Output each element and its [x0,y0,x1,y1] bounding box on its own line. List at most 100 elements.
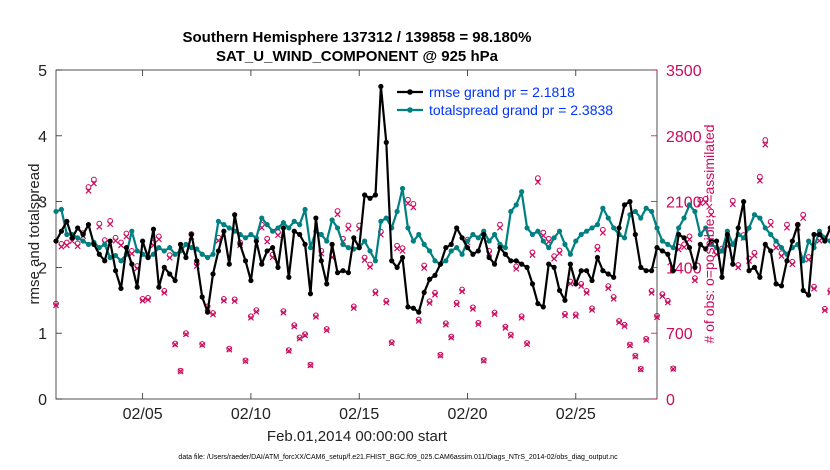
rmse-point [491,261,498,267]
obs-possible-marker [670,365,677,372]
y-left-tick-label: 4 [38,129,47,146]
obs-assimilated-marker [507,332,514,339]
totalspread-point [768,231,774,238]
obs-possible-marker [312,312,319,319]
rmse-point [205,309,211,315]
rmse-point [140,238,146,244]
totalspread-point [269,228,276,234]
obs-assimilated-marker [112,237,119,244]
totalspread-point [513,202,519,208]
obs-assimilated-marker [177,368,184,375]
rmse-point [719,274,725,280]
obs-assimilated-marker [307,362,314,369]
y-right-tick-label: 700 [666,326,693,343]
obs-assimilated-marker [610,295,617,302]
rmse-point [405,304,411,310]
rmse-point [399,254,406,261]
obs-possible-marker [91,176,97,183]
totalspread-point [199,251,205,257]
totalspread-point [519,189,525,195]
obs-possible-marker [518,313,525,320]
obs-possible-marker [702,195,709,202]
totalspread-point [529,231,536,238]
rmse-point [567,261,573,267]
obs-assimilated-marker [572,312,579,319]
plot-area [55,69,658,400]
rmse-point [594,254,601,261]
obs-assimilated-marker [107,221,114,228]
legend-label: rmse grand pr = 2.1818 [429,84,575,100]
obs-possible-marker [654,312,660,319]
totalspread-point [697,231,703,238]
totalspread-point [291,218,297,224]
totalspread-point [686,202,693,208]
totalspread-point [432,258,438,264]
totalspread-point [741,235,747,241]
rmse-point [762,241,768,247]
obs-possible-marker [410,201,417,207]
totalspread-point [53,208,59,215]
rmse-point [519,261,525,267]
rmse-point [102,258,108,264]
obs-assimilated-marker [578,282,585,289]
totalspread-point [107,254,113,261]
obs-assimilated-marker [182,331,189,338]
rmse-point [497,245,503,251]
obs-possible-marker [302,331,308,338]
obs-assimilated-marker [394,245,401,252]
obs-assimilated-marker [312,313,319,320]
rmse-point [269,245,276,251]
totalspread-point [297,222,303,228]
obs-assimilated-marker [96,223,103,230]
totalspread-point [399,185,406,192]
obs-assimilated-marker [404,200,411,207]
obs-possible-marker [442,320,449,327]
obs-assimilated-marker [172,341,179,348]
rmse-point [535,300,541,307]
obs-assimilated-marker [583,289,590,296]
obs-possible-marker [800,211,807,218]
totalspread-point [643,205,649,211]
rmse-point [486,254,492,261]
totalspread-point [475,235,481,241]
totalspread-point [242,235,249,241]
totalspread-point [638,215,644,221]
obs-assimilated-marker [410,204,417,211]
obs-assimilated-marker [697,200,704,207]
totalspread-point [80,238,86,244]
rmse-point [648,268,655,274]
rmse-point [394,264,400,270]
rmse-point [345,270,351,276]
totalspread-point [367,248,373,254]
totalspread-point [345,245,351,251]
x-tick-label: 02/20 [447,406,487,423]
rmse-point [334,270,341,276]
totalspread-point [659,238,666,244]
rmse-point [437,261,444,267]
obs-possible-marker [562,311,568,317]
totalspread-point [605,215,611,221]
legend: rmse grand pr = 2.1818 totalspread grand … [397,84,613,118]
rmse-point [632,231,638,238]
obs-possible-marker [172,340,179,347]
rmse-point [627,199,633,205]
rmse-point [80,231,86,238]
rmse-point [91,241,97,247]
totalspread-point [556,228,563,234]
rmse-point [389,258,395,264]
obs-possible-marker [248,313,254,320]
obs-possible-marker [291,322,298,329]
data-file-footnote: data file: /Users/raeder/DAI/ATM_forcXX/… [178,454,618,461]
y-right-tick-label: 0 [666,392,675,409]
rmse-point [64,218,70,224]
rmse-point [291,228,297,234]
rmse-point [578,268,584,274]
rmse-point [210,271,216,277]
totalspread-point [318,231,324,238]
obs-assimilated-marker [605,285,612,292]
rmse-point [746,268,752,274]
y-axis-right-label: # of obs: o=possible; ×=assimilated [701,124,717,343]
y-left-tick-label: 5 [38,63,47,80]
totalspread-point [459,251,465,257]
